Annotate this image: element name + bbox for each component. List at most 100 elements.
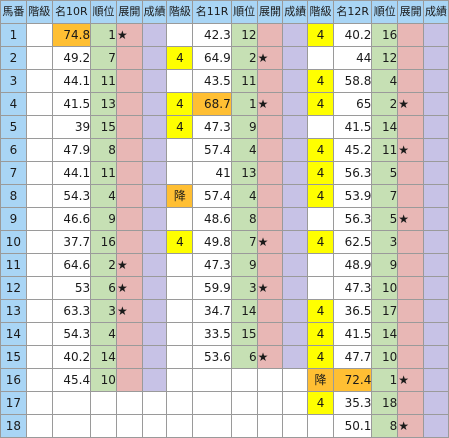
index-value-cell	[192, 414, 232, 438]
result-cell	[282, 23, 309, 47]
rank-cell: 11	[90, 69, 117, 93]
rank-cell: 16	[90, 230, 117, 254]
class-cell	[166, 299, 194, 323]
index-value-cell: 62.5	[332, 230, 373, 254]
rank-cell: 9	[230, 253, 258, 277]
class-cell	[25, 207, 53, 231]
column-header: 階級	[307, 0, 334, 24]
result-cell	[282, 322, 309, 346]
rank-cell: 5	[371, 161, 399, 185]
result-cell	[423, 69, 449, 93]
development-cell	[115, 69, 143, 93]
class-cell	[25, 368, 53, 392]
index-value-cell: 57.4	[192, 184, 232, 208]
class-cell	[25, 414, 53, 438]
table-row: 2 49.2 7 4 64.9 2 ★ 44 12	[0, 46, 449, 70]
index-value-cell: 47.7	[332, 345, 373, 369]
rank-cell: 4	[371, 69, 399, 93]
rank-cell: 8	[230, 207, 258, 231]
result-cell	[282, 230, 309, 254]
header-row: 馬番 階級 名10R 順位 展開 成績 階級 名11R 順位 展開 成績 階級 名12R 順位 展開 成績	[0, 0, 449, 24]
class-cell	[25, 253, 53, 277]
horse-number: 1	[0, 23, 27, 47]
rank-cell: 7	[230, 230, 258, 254]
result-cell	[282, 115, 309, 139]
result-cell	[423, 161, 449, 185]
class-cell	[25, 23, 53, 47]
development-cell	[397, 322, 425, 346]
development-cell: ★	[115, 299, 143, 323]
result-cell	[423, 368, 449, 392]
rank-cell: 11	[230, 69, 258, 93]
index-value-cell	[192, 391, 232, 415]
result-cell	[423, 253, 449, 277]
result-cell	[141, 391, 168, 415]
index-value-cell: 39	[51, 115, 92, 139]
class-cell	[307, 414, 334, 438]
development-cell	[256, 322, 284, 346]
index-value-cell: 49.2	[51, 46, 92, 70]
development-cell	[115, 414, 143, 438]
index-value-cell: 53.9	[332, 184, 373, 208]
horse-number: 5	[0, 115, 27, 139]
index-value-cell: 44.1	[51, 69, 92, 93]
index-value-cell	[51, 414, 92, 438]
development-cell	[397, 345, 425, 369]
index-value-cell: 65	[332, 92, 373, 116]
development-cell	[115, 345, 143, 369]
column-header: 名11R	[192, 0, 232, 24]
rank-cell: 14	[230, 299, 258, 323]
class-cell: 4	[307, 391, 334, 415]
development-cell: ★	[256, 276, 284, 300]
rank-cell: 10	[371, 345, 399, 369]
class-cell	[307, 115, 334, 139]
result-cell	[141, 69, 168, 93]
table-row: 8 54.3 4 降 57.4 4 4 53.9 7	[0, 184, 449, 208]
class-cell	[307, 46, 334, 70]
index-value-cell: 48.9	[332, 253, 373, 277]
index-value-cell: 54.3	[51, 184, 92, 208]
rank-cell: 3	[90, 299, 117, 323]
development-cell: ★	[115, 276, 143, 300]
development-cell	[397, 69, 425, 93]
index-value-cell: 34.7	[192, 299, 232, 323]
table-row: 16 45.4 10 降 72.4 1 ★	[0, 368, 449, 392]
index-value-cell: 45.4	[51, 368, 92, 392]
table-row: 17 4 35.3 18	[0, 391, 449, 415]
class-cell	[166, 138, 194, 162]
index-value-cell: 48.6	[192, 207, 232, 231]
result-cell	[423, 299, 449, 323]
index-value-cell: 64.9	[192, 46, 232, 70]
rank-cell: 2	[230, 46, 258, 70]
result-cell	[282, 207, 309, 231]
rank-cell	[230, 391, 258, 415]
result-cell	[141, 414, 168, 438]
rank-cell: 8	[371, 414, 399, 438]
index-value-cell: 41.5	[51, 92, 92, 116]
table-row: 12 53 6 ★ 59.9 3 ★ 47.3 10	[0, 276, 449, 300]
development-cell	[397, 115, 425, 139]
horse-number: 9	[0, 207, 27, 231]
rank-cell	[90, 391, 117, 415]
index-value-cell: 49.8	[192, 230, 232, 254]
development-cell	[256, 161, 284, 185]
horse-number: 14	[0, 322, 27, 346]
rank-cell: 12	[230, 23, 258, 47]
index-value-cell: 53.6	[192, 345, 232, 369]
index-value-cell: 54.3	[51, 322, 92, 346]
rank-cell: 3	[371, 230, 399, 254]
development-cell	[397, 161, 425, 185]
rank-cell: 14	[90, 345, 117, 369]
rank-cell: 1	[371, 368, 399, 392]
table-row: 5 39 15 4 47.3 9 41.5 14	[0, 115, 449, 139]
class-cell	[25, 299, 53, 323]
class-cell	[166, 207, 194, 231]
index-value-cell: 72.4	[332, 368, 373, 392]
rank-cell: 16	[371, 23, 399, 47]
rank-cell: 11	[371, 138, 399, 162]
result-cell	[141, 115, 168, 139]
rank-cell: 7	[371, 184, 399, 208]
development-cell	[256, 138, 284, 162]
development-cell	[256, 414, 284, 438]
development-cell	[256, 69, 284, 93]
